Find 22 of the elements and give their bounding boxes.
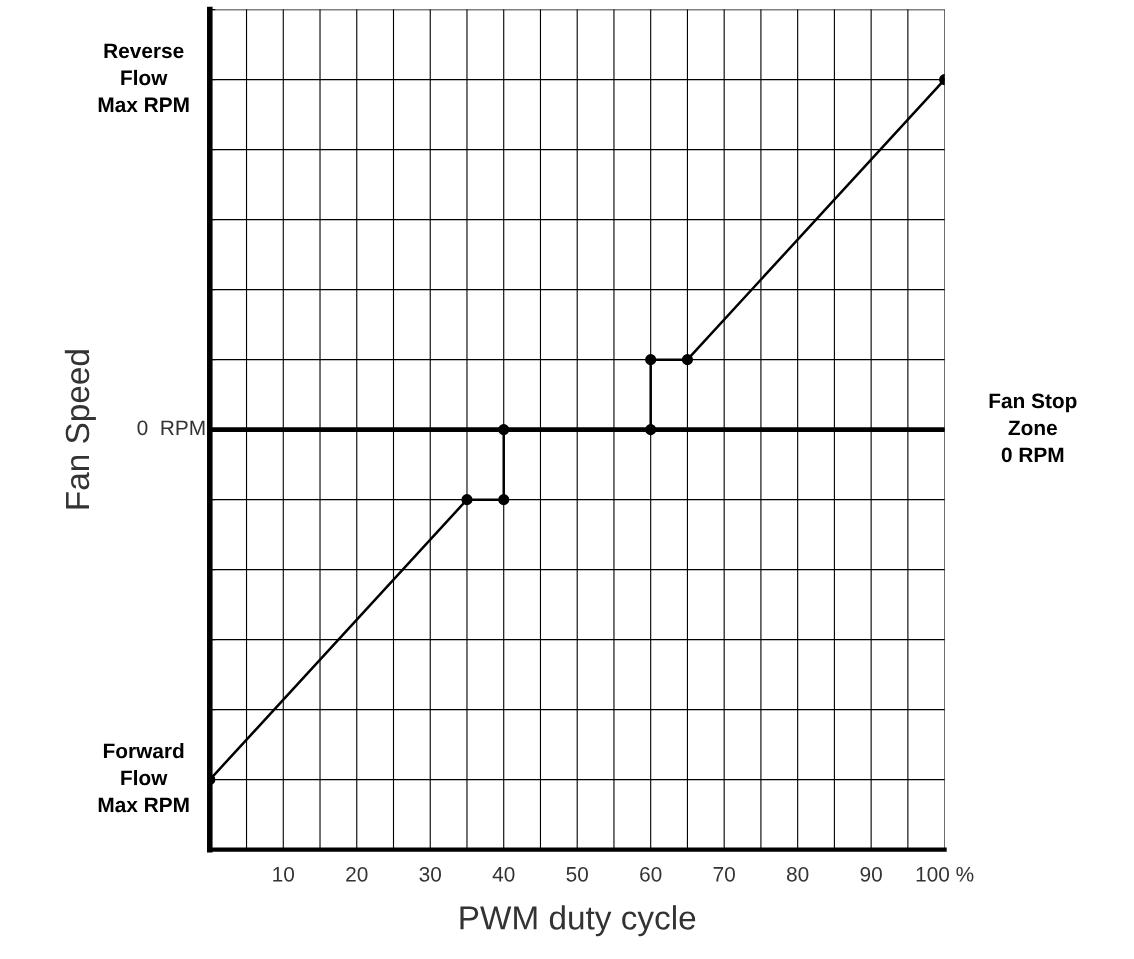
- x-tick-label: 60: [640, 866, 662, 882]
- text: Reverse Flow Max RPM: [98, 43, 189, 113]
- x-tick-label: 100 %: [916, 866, 974, 882]
- text: Fan Stop Zone 0 RPM: [989, 393, 1077, 463]
- x-tick-label: 10: [273, 866, 295, 882]
- x-axis-title: PWM duty cycle: [460, 905, 696, 937]
- point: [498, 494, 510, 506]
- text: 0 RPM: [137, 420, 205, 436]
- point: [681, 354, 693, 366]
- x-tick-label: 90: [860, 866, 882, 882]
- x-tick-label: 50: [566, 866, 588, 882]
- point: [461, 494, 473, 506]
- x-tick-label: 20: [346, 866, 368, 882]
- x-tick-label: 30: [419, 866, 442, 882]
- point: [645, 424, 657, 436]
- point: [645, 354, 657, 366]
- x-tick-label: 40: [492, 866, 515, 882]
- text: Forward Flow Max RPM: [98, 743, 189, 813]
- point: [498, 424, 510, 436]
- y-axis-title: Fan Speed: [64, 350, 96, 509]
- x-tick-label: 80: [786, 866, 809, 882]
- x-tick-label: 70: [713, 866, 735, 882]
